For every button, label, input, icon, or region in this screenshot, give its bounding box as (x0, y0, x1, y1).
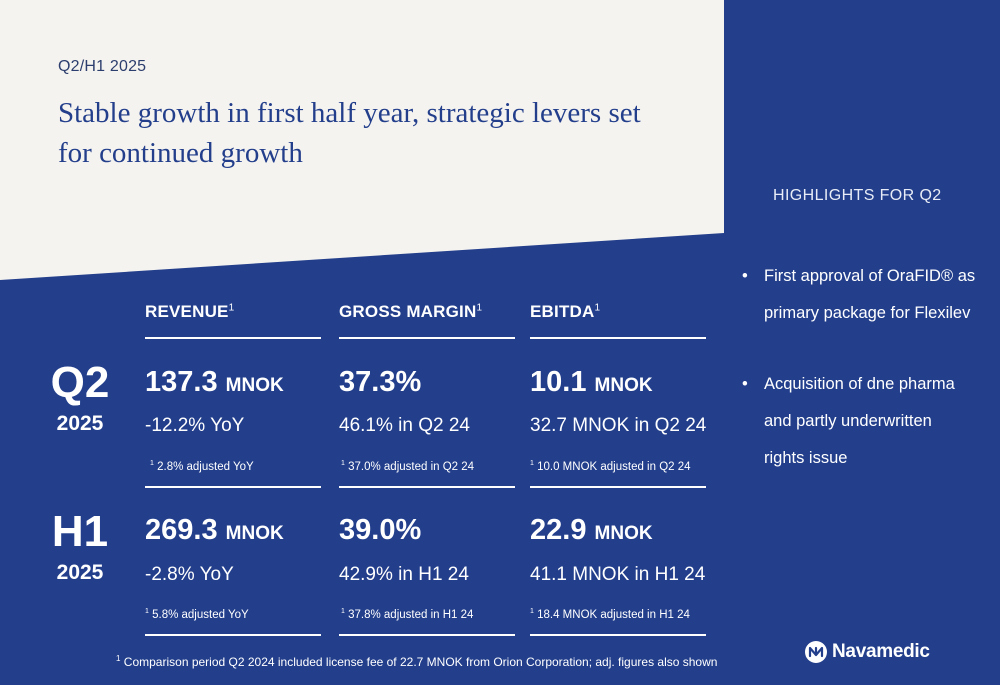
q2-revenue-note: 1 2.8% adjusted YoY (150, 460, 254, 473)
h1-revenue-value: 269.3 MNOK (145, 514, 284, 546)
h1-ebitda-note: 1 18.4 MNOK adjusted in H1 24 (530, 608, 690, 621)
period-label: Q2/H1 2025 (58, 58, 147, 75)
divider (530, 337, 706, 339)
q2-revenue-change: -12.2% YoY (145, 415, 245, 436)
q2-gross-margin-value: 37.3% (339, 366, 422, 398)
q2-revenue-value: 137.3 MNOK (145, 366, 284, 398)
logo-wordmark: Navamedic (832, 641, 930, 662)
bullet-icon: • (742, 267, 748, 285)
q2-ebitda-value: 10.1 MNOK (530, 366, 653, 398)
h1-revenue-change: -2.8% YoY (145, 564, 234, 585)
divider (339, 634, 515, 636)
divider (145, 634, 321, 636)
divider (339, 486, 515, 488)
bullet-icon: • (742, 375, 748, 393)
column-header-gross-margin: GROSS MARGIN1 (339, 302, 483, 321)
h1-gross-margin-value: 39.0% (339, 514, 422, 546)
h1-gross-margin-note: 1 37.8% adjusted in H1 24 (341, 608, 474, 621)
footnote: 1 Comparison period Q2 2024 included lic… (116, 654, 718, 669)
divider (145, 337, 321, 339)
column-header-ebitda: EBITDA1 (530, 302, 601, 321)
divider (530, 634, 706, 636)
divider (339, 337, 515, 339)
highlight-text: Acquisition of dne pharma and partly und… (764, 366, 994, 477)
h1-revenue-note: 1 5.8% adjusted YoY (145, 608, 249, 621)
divider (145, 486, 321, 488)
divider (530, 486, 706, 488)
highlight-line: Acquisition of dne pharma (764, 375, 955, 393)
navamedic-logo-icon (805, 641, 827, 663)
highlights-title: HIGHLIGHTS FOR Q2 (773, 187, 942, 204)
period-h1-label: H1 2025 (44, 507, 116, 585)
page-title: Stable growth in first half year, strate… (58, 97, 641, 169)
period-q2-label: Q2 2025 (44, 358, 116, 436)
column-header-revenue: REVENUE1 (145, 302, 235, 321)
q2-gross-margin-comparison: 46.1% in Q2 24 (339, 415, 470, 436)
highlight-line: rights issue (764, 449, 848, 467)
highlight-line: First approval of OraFID® as (764, 267, 976, 285)
q2-gross-margin-note: 1 37.0% adjusted in Q2 24 (341, 460, 475, 473)
highlight-line: primary package for Flexilev (764, 304, 971, 322)
highlight-text: First approval of OraFID® as primary pac… (764, 258, 994, 332)
q2-ebitda-note: 1 10.0 MNOK adjusted in Q2 24 (530, 460, 691, 473)
h1-gross-margin-comparison: 42.9% in H1 24 (339, 564, 469, 585)
period-q2-year: 2025 (56, 412, 104, 435)
period-q2-name: Q2 (50, 358, 110, 407)
header-panel (0, 0, 724, 280)
h1-ebitda-value: 22.9 MNOK (530, 514, 653, 546)
h1-ebitda-comparison: 41.1 MNOK in H1 24 (530, 564, 706, 585)
highlight-line: and partly underwritten (764, 412, 932, 430)
period-h1-year: 2025 (56, 561, 104, 584)
q2-ebitda-comparison: 32.7 MNOK in Q2 24 (530, 415, 707, 436)
period-h1-name: H1 (51, 507, 109, 556)
